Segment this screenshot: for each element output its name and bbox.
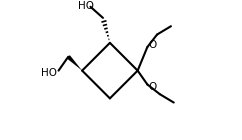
Text: HO: HO (41, 68, 57, 78)
Polygon shape (67, 55, 82, 71)
Text: O: O (148, 82, 156, 92)
Text: HO: HO (78, 1, 94, 11)
Text: O: O (148, 40, 156, 50)
